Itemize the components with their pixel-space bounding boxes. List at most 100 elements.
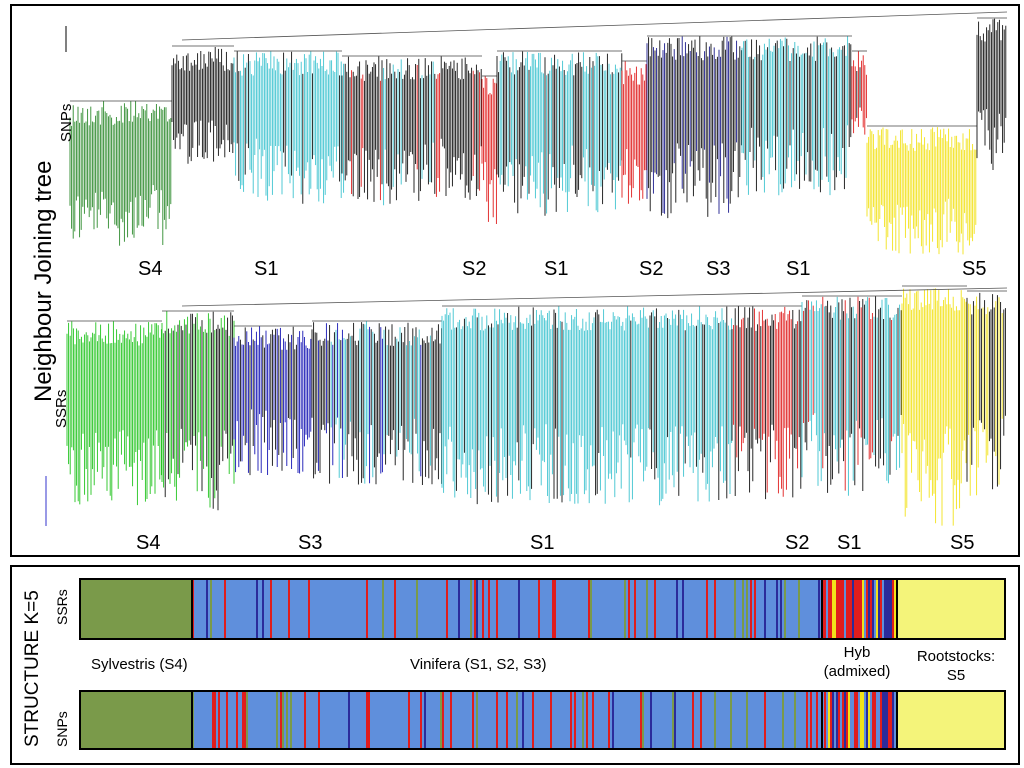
structure-ssr-vinifera-bar (706, 579, 708, 639)
structure-ssr-vinifera-bar (374, 579, 376, 639)
structure-snp-vinifera-bar (228, 691, 230, 749)
structure-ssr-vinifera-bar (214, 579, 216, 639)
structure-snp-vinifera-bar (640, 691, 642, 749)
structure-ssr-vinifera-bar (696, 579, 698, 639)
structure-snp-vinifera-bar (768, 691, 770, 749)
structure-ssr-vinifera-bar (252, 579, 254, 639)
structure-snp-vinifera-bar (444, 691, 446, 749)
structure-ssr-hybrid-bar (878, 579, 880, 639)
structure-snp-vinifera-bar (622, 691, 624, 749)
structure-snp-vinifera-bar (738, 691, 740, 749)
structure-snp-vinifera-bar (570, 691, 572, 749)
structure-snp-hybrid-bar (862, 691, 864, 749)
structure-ssr-vinifera-bar (226, 579, 228, 639)
ssr-clade-label: S4 (136, 532, 161, 554)
structure-snp-hybrid-bar (874, 691, 876, 749)
structure-snp-vinifera-bar (502, 691, 504, 749)
structure-ssr-vinifera-bar (538, 579, 540, 639)
structure-snp-vinifera-bar (660, 691, 662, 749)
structure-ssr-vinifera-bar (510, 579, 512, 639)
structure-ssr-vinifera-bar (804, 579, 806, 639)
structure-snp-vinifera-bar (742, 691, 744, 749)
structure-snp-vinifera-bar (448, 691, 450, 749)
structure-ssr-vinifera-bar (638, 579, 640, 639)
structure-snp-vinifera-bar (466, 691, 468, 749)
snp-clade-label: S4 (138, 258, 163, 280)
structure-ssr-vinifera-bar (754, 579, 756, 639)
structure-ssr-vinifera-bar (222, 579, 224, 639)
structure-snp-vinifera-bar (450, 691, 452, 749)
structure-snp-vinifera-bar (374, 691, 376, 749)
structure-ssr-vinifera-bar (318, 579, 320, 639)
structure-snp-vinifera-bar (420, 691, 422, 749)
structure-snp-vinifera-bar (594, 691, 596, 749)
structure-ssr-vinifera-bar (224, 579, 226, 639)
structure-ssr-vinifera-bar (616, 579, 618, 639)
structure-snp-vinifera-bar (670, 691, 672, 749)
structure-ssr-vinifera-bar (536, 579, 538, 639)
structure-ssr-vinifera-bar (208, 579, 210, 639)
structure-snp-vinifera-bar (734, 691, 736, 749)
structure-ssr-vinifera-bar (634, 579, 636, 639)
structure-ssr-vinifera-bar (290, 579, 292, 639)
structure-snp-hybrid-bar (852, 691, 854, 749)
structure-ssr-vinifera-bar (364, 579, 366, 639)
structure-snp-vinifera-bar (810, 691, 812, 749)
structure-snp-hybrid-bar (878, 691, 880, 749)
structure-ssr-vinifera-bar (596, 579, 598, 639)
structure-ssr-vinifera-bar (458, 579, 460, 639)
structure-snp-vinifera-bar (546, 691, 548, 749)
structure-snp-vinifera-bar (702, 691, 704, 749)
structure-ssr-vinifera-bar (506, 579, 508, 639)
structure-ssr-vinifera-bar (780, 579, 782, 639)
structure-ssr-vinifera-bar (484, 579, 486, 639)
structure-snp-vinifera-bar (458, 691, 460, 749)
structure-snp-vinifera-bar (492, 691, 494, 749)
structure-snp-vinifera-bar (666, 691, 668, 749)
structure-ssr-vinifera-bar (328, 579, 330, 639)
structure-snp-vinifera-bar (698, 691, 700, 749)
structure-snp-vinifera-bar (680, 691, 682, 749)
structure-ssr-vinifera-bar (554, 579, 556, 639)
structure-snp-vinifera-bar (758, 691, 760, 749)
structure-ssr-vinifera-bar (666, 579, 668, 639)
structure-ssr-vinifera-bar (752, 579, 754, 639)
structure-snp-vinifera-bar (524, 691, 526, 749)
structure-ssr-vinifera-bar (606, 579, 608, 639)
structure-ssr-vinifera-bar (260, 579, 262, 639)
structure-snp-vinifera-bar (646, 691, 648, 749)
structure-snp-vinifera-bar (534, 691, 536, 749)
structure-snp-vinifera-bar (202, 691, 204, 749)
structure-snp-vinifera-bar (648, 691, 650, 749)
structure-snp-vinifera-bar (612, 691, 614, 749)
structure-ssr-hybrid-bar (830, 579, 832, 639)
structure-ssr-vinifera-bar (720, 579, 722, 639)
structure-ssr-vinifera-bar (452, 579, 454, 639)
structure-snp-vinifera-bar (490, 691, 492, 749)
group-label-sylvestris: Sylvestris (S4) (91, 656, 188, 673)
structure-ssr-vinifera-bar (658, 579, 660, 639)
structure-snp-hybrid-bar (858, 691, 860, 749)
structure-snp-vinifera-bar (254, 691, 256, 749)
structure-snp-vinifera-bar (306, 691, 308, 749)
structure-snp-vinifera-bar (194, 691, 196, 749)
structure-ssr-vinifera-bar (476, 579, 478, 639)
structure-ssr-vinifera-bar (212, 579, 214, 639)
structure-ssr-hybrid-bar (826, 579, 828, 639)
structure-snp-vinifera-bar (210, 691, 212, 749)
structure-snp-vinifera-bar (766, 691, 768, 749)
structure-ssr-vinifera-bar (298, 579, 300, 639)
structure-snp-vinifera-bar (260, 691, 262, 749)
structure-ssr-vinifera-bar (234, 579, 236, 639)
structure-snp-vinifera-bar (304, 691, 306, 749)
structure-snp-vinifera-bar (628, 691, 630, 749)
structure-snp-vinifera-bar (218, 691, 220, 749)
ssr-tree-backbone (181, 287, 1008, 307)
structure-snp-vinifera-bar (274, 691, 276, 749)
structure-ssr-vinifera-bar (662, 579, 664, 639)
structure-snp-vinifera-bar (530, 691, 532, 749)
structure-ssr-vinifera-bar (404, 579, 406, 639)
structure-ssr-vinifera-bar (352, 579, 354, 639)
structure-snp-vinifera-bar (600, 691, 602, 749)
structure-snp-vinifera-bar (280, 691, 282, 749)
